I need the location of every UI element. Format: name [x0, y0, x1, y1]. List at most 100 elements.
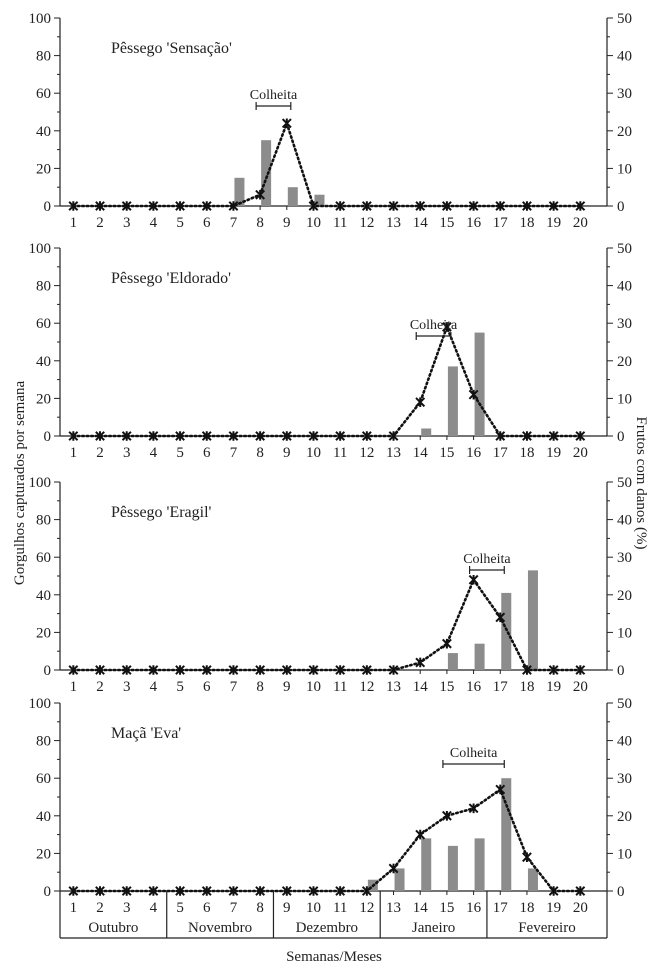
line-point-marker — [228, 431, 239, 441]
x-tick-label: 8 — [256, 900, 264, 916]
x-tick-label: 17 — [493, 445, 509, 461]
line-point-marker — [548, 665, 559, 675]
line-point-marker — [335, 201, 346, 211]
line-point-marker — [95, 886, 105, 896]
line-point-marker — [548, 201, 559, 211]
x-tick-label: 9 — [283, 215, 291, 231]
line-point-marker — [255, 665, 266, 675]
bar — [394, 868, 405, 891]
right-tick-label: 0 — [617, 884, 625, 900]
line-point-marker — [308, 431, 319, 441]
right-tick-label: 40 — [617, 734, 632, 750]
panel-title: Pêssego 'Sensação' — [111, 40, 232, 57]
x-tick-label: 17 — [493, 215, 509, 231]
x-tick-label: 13 — [386, 900, 401, 916]
right-tick-label: 10 — [617, 846, 632, 862]
line-point-marker — [522, 431, 532, 441]
line-point-marker — [441, 638, 452, 649]
damage-line — [72, 119, 582, 208]
line-point-marker — [575, 201, 586, 211]
x-tick-label: 16 — [466, 679, 482, 695]
x-tick-label: 13 — [386, 215, 401, 231]
line-point-marker — [495, 201, 506, 211]
x-tick-label: 20 — [573, 445, 588, 461]
line-point-marker — [522, 852, 532, 863]
x-tick-label: 15 — [439, 445, 454, 461]
x-tick-label: 16 — [466, 215, 482, 231]
line-point-marker — [121, 201, 132, 211]
month-axis: Outubro Novembro Dezembro Janeiro Fevereiro — [59, 891, 608, 939]
line-point-marker — [281, 431, 292, 441]
line-point-marker — [361, 201, 372, 211]
line-point-marker — [308, 665, 319, 675]
line-point-marker — [468, 201, 479, 211]
line-point-marker — [415, 397, 426, 408]
line-point-marker — [255, 886, 266, 896]
x-tick-label: 16 — [466, 445, 482, 461]
x-tick-label: 15 — [439, 679, 454, 695]
line-point-marker — [388, 431, 399, 441]
bar — [261, 140, 272, 206]
line-point-marker — [201, 665, 212, 675]
line-point-marker — [575, 886, 586, 896]
bar — [501, 592, 512, 670]
panel-title: Pêssego 'Eldorado' — [111, 270, 231, 287]
damage-line — [72, 323, 582, 438]
right-tick-label: 40 — [617, 49, 632, 65]
bar — [314, 194, 325, 206]
line-point-marker — [148, 431, 159, 441]
line-point-marker — [335, 431, 346, 441]
line-point-marker — [495, 612, 506, 623]
line-point-marker — [148, 886, 159, 896]
line-point-marker — [281, 665, 292, 675]
line-point-marker — [68, 431, 79, 441]
left-tick-label: 60 — [36, 771, 51, 787]
x-tick-label: 7 — [230, 215, 238, 231]
right-tick-label: 50 — [617, 696, 632, 712]
right-tick-label: 0 — [617, 199, 625, 215]
x-tick-label: 16 — [466, 900, 482, 916]
x-tick-label: 19 — [546, 445, 561, 461]
bar — [421, 838, 432, 891]
x-tick-label: 3 — [123, 900, 131, 916]
line-point-marker — [201, 431, 212, 441]
x-tick-label: 10 — [306, 679, 321, 695]
x-tick-label: 19 — [546, 900, 561, 916]
line-point-marker — [335, 665, 346, 675]
x-tick-label: 3 — [123, 679, 131, 695]
x-tick-label: 18 — [519, 679, 534, 695]
right-tick-label: 20 — [617, 588, 632, 604]
x-tick-label: 11 — [333, 445, 347, 461]
harvest-label: Colheita — [250, 88, 298, 103]
x-tick-label: 19 — [546, 215, 561, 231]
x-tick-label: 15 — [439, 900, 454, 916]
line-point-marker — [308, 886, 319, 896]
right-tick-label: 30 — [617, 86, 632, 102]
month-label: Fevereiro — [518, 920, 575, 936]
line-point-marker — [281, 118, 292, 129]
right-axis-title: Frutos com danos (%) — [633, 417, 649, 550]
x-tick-label: 8 — [256, 445, 264, 461]
line-point-marker — [175, 665, 185, 675]
bar — [501, 778, 512, 891]
right-tick-label: 0 — [617, 663, 625, 679]
bar — [527, 868, 538, 891]
line-point-marker — [388, 201, 399, 211]
line-point-marker — [468, 803, 479, 814]
x-tick-label: 7 — [230, 679, 238, 695]
line-point-marker — [441, 810, 452, 821]
line-point-marker — [281, 886, 292, 896]
x-tick-label: 18 — [519, 900, 534, 916]
left-axis-title: Gorgulhos capturados por semana — [12, 381, 28, 586]
x-tick-label: 6 — [203, 900, 211, 916]
bar — [447, 653, 458, 670]
x-tick-label: 1 — [70, 445, 78, 461]
right-tick-label: 40 — [617, 279, 632, 295]
bar — [474, 838, 485, 891]
x-tick-label: 6 — [203, 215, 211, 231]
line-point-marker — [68, 665, 79, 675]
line-point-marker — [415, 829, 426, 840]
